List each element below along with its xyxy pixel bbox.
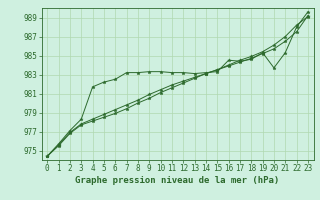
- X-axis label: Graphe pression niveau de la mer (hPa): Graphe pression niveau de la mer (hPa): [76, 176, 280, 185]
